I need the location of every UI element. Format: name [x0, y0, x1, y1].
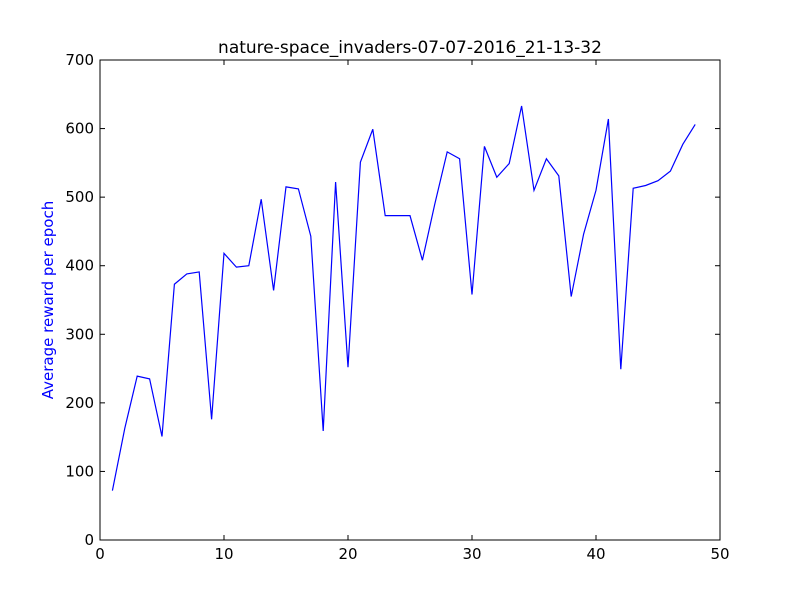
y-tick-label: 500 [65, 188, 94, 206]
x-tick-label: 20 [338, 545, 357, 563]
y-tick-label: 600 [65, 120, 94, 138]
x-tick-label: 0 [95, 545, 105, 563]
y-tick-label: 700 [65, 51, 94, 69]
x-tick-label: 10 [214, 545, 233, 563]
y-axis: 0 100 200 300 400 500 600 700 [65, 51, 720, 549]
x-tick-label: 30 [462, 545, 481, 563]
plot-frame [99, 59, 721, 541]
series-line [111, 105, 696, 491]
x-tick-label: 40 [586, 545, 605, 563]
y-axis-label: Average reward per epoch [39, 201, 57, 399]
chart-title: nature-space_invaders-07-07-2016_21-13-3… [218, 38, 602, 58]
y-tick-label: 300 [65, 325, 94, 343]
y-tick-label: 200 [65, 394, 94, 412]
y-tick-label: 0 [84, 531, 94, 549]
x-tick-label: 50 [710, 545, 729, 563]
x-axis: 0 10 20 30 40 50 [95, 60, 730, 563]
y-tick-label: 400 [65, 257, 94, 275]
y-tick-label: 100 [65, 462, 94, 480]
